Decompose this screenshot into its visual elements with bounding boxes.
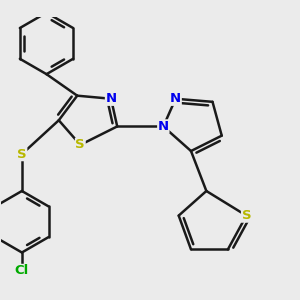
Text: S: S xyxy=(17,148,27,160)
Text: N: N xyxy=(158,120,169,133)
Text: N: N xyxy=(170,92,181,105)
Text: S: S xyxy=(242,209,251,222)
Text: N: N xyxy=(106,92,117,105)
Text: S: S xyxy=(76,138,85,152)
Text: Cl: Cl xyxy=(15,264,29,278)
